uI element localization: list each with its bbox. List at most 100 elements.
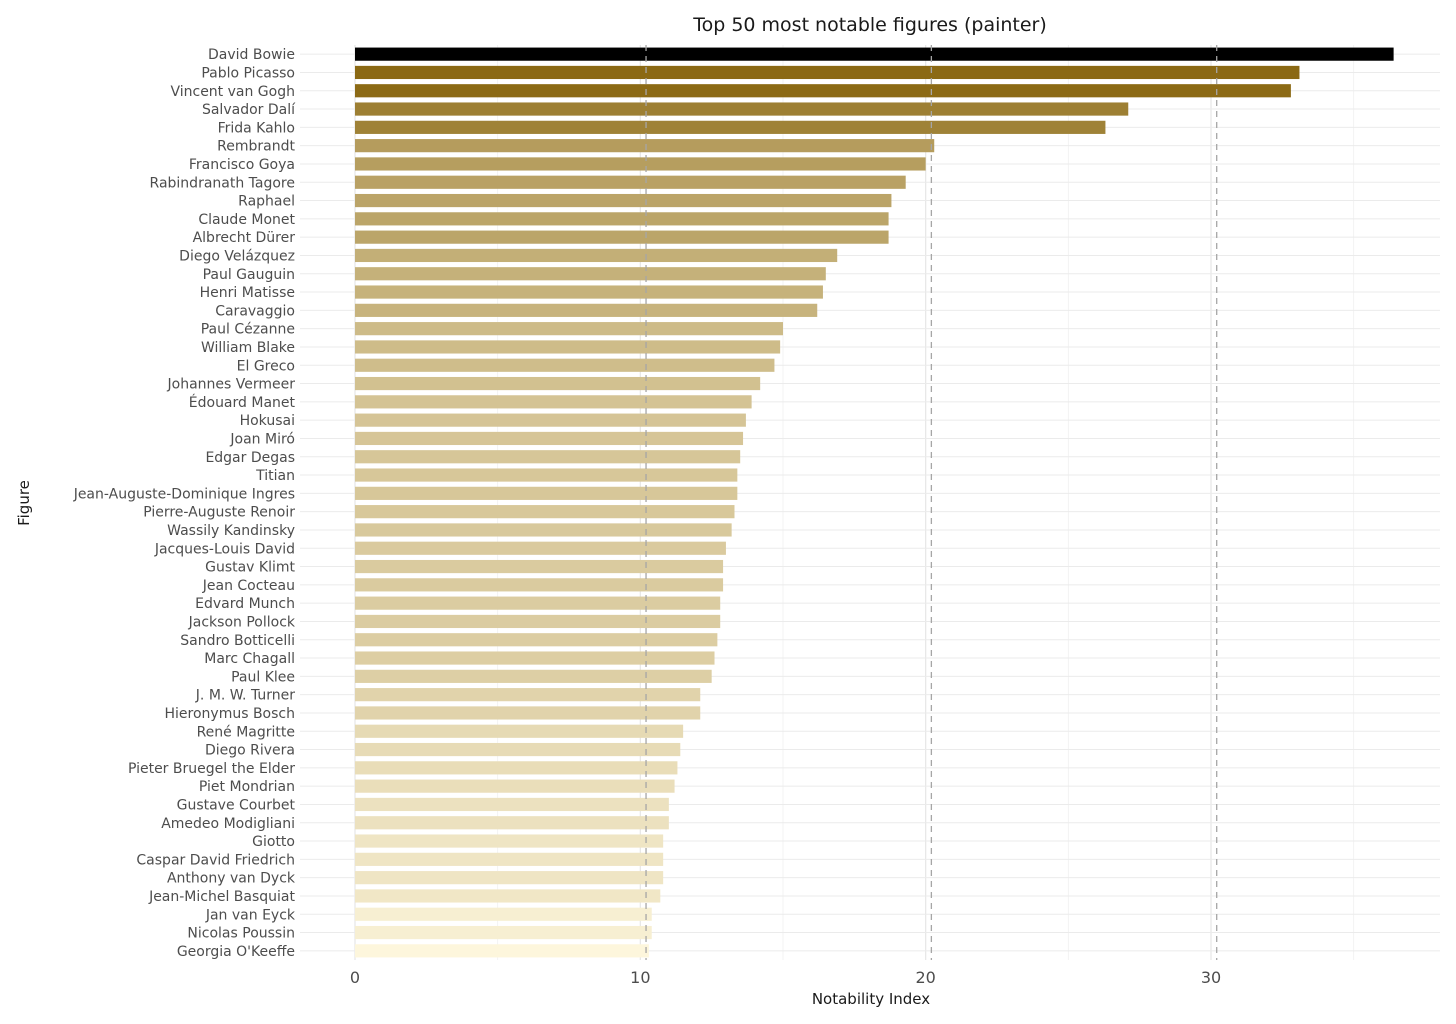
y-tick-label: Gustav Klimt — [205, 560, 295, 576]
bar — [355, 248, 838, 263]
y-tick-label: Vincent van Gogh — [170, 84, 295, 100]
bar — [355, 486, 738, 500]
bar — [355, 322, 783, 336]
bar — [355, 742, 681, 757]
y-tick-label: Marc Chagall — [204, 651, 295, 667]
bar — [355, 834, 664, 848]
bar — [355, 523, 732, 537]
y-tick-label: Piet Mondrian — [199, 779, 295, 795]
x-tick-label: 20 — [915, 968, 935, 987]
bar — [355, 761, 678, 775]
reference-lines-layer — [645, 45, 1218, 960]
bar — [355, 84, 1291, 98]
y-tick-label: Diego Velázquez — [179, 248, 295, 264]
bars-layer — [355, 47, 1394, 958]
y-tick-label: Claude Monet — [198, 212, 295, 228]
y-tick-label: Albrecht Dürer — [193, 230, 296, 246]
y-tick-label: Pieter Bruegel the Elder — [128, 761, 295, 777]
y-tick-label: Gustave Courbet — [177, 797, 296, 813]
bar — [355, 450, 741, 464]
bar — [355, 925, 652, 940]
y-tick-label: Hieronymus Bosch — [165, 706, 296, 722]
bar — [355, 285, 823, 299]
y-tick-label: Jacques-Louis David — [154, 541, 295, 557]
y-tick-labels: David Bowie Pablo Picasso Vincent van Gogh… — [73, 47, 296, 960]
y-tick-label: Henri Matisse — [200, 285, 295, 301]
y-tick-label: Paul Cézanne — [201, 322, 295, 338]
y-tick-label: Giotto — [252, 834, 295, 850]
y-tick-label: Sandro Botticelli — [180, 633, 295, 649]
bar — [355, 395, 752, 409]
y-tick-label: Édouard Manet — [189, 394, 296, 411]
y-tick-label: Jean-Michel Basquiat — [148, 889, 295, 905]
bar — [355, 340, 781, 354]
bar — [355, 706, 701, 720]
bar — [355, 651, 715, 665]
bar — [355, 468, 738, 482]
y-tick-label: Johannes Vermeer — [167, 377, 296, 393]
bar — [355, 65, 1300, 80]
x-axis-label: Notability Index — [812, 990, 930, 1008]
bar — [355, 944, 649, 958]
y-tick-label: Paul Gauguin — [203, 267, 295, 283]
y-tick-label: Joan Miró — [229, 431, 295, 447]
y-tick-label: Wassily Kandinsky — [167, 523, 295, 539]
y-tick-label: Anthony van Dyck — [167, 871, 296, 887]
bar — [355, 852, 664, 866]
y-tick-label: Paul Klee — [231, 669, 295, 685]
y-tick-label: René Magritte — [197, 724, 295, 740]
bar — [355, 871, 664, 885]
bar — [355, 614, 721, 629]
bar — [355, 212, 889, 226]
bar — [355, 358, 775, 372]
bar — [355, 505, 735, 519]
y-tick-label: J. M. W. Turner — [195, 688, 295, 704]
y-tick-label: Amedeo Modigliani — [161, 816, 295, 832]
bar — [355, 596, 721, 610]
y-tick-label: Nicolas Poussin — [187, 926, 295, 942]
bar — [355, 267, 826, 281]
x-tick-label: 30 — [1201, 968, 1221, 987]
y-tick-label: Jackson Pollock — [188, 614, 296, 630]
y-tick-label: Caspar David Friedrich — [136, 852, 295, 868]
bar — [355, 541, 726, 555]
x-tick-labels: 0 10 20 30 — [350, 968, 1221, 987]
y-tick-label: Caravaggio — [215, 303, 295, 319]
bar — [355, 102, 1129, 116]
y-tick-label: Jean Cocteau — [202, 578, 295, 594]
y-tick-label: Diego Rivera — [205, 743, 295, 759]
bar — [355, 889, 661, 903]
bar — [355, 816, 669, 830]
y-tick-label: Francisco Goya — [189, 157, 295, 173]
x-tick-label: 10 — [630, 968, 650, 987]
y-tick-label: Edgar Degas — [205, 450, 295, 466]
y-tick-label: Frida Kahlo — [218, 120, 295, 136]
bar — [355, 230, 889, 244]
y-tick-label: William Blake — [201, 340, 295, 356]
y-tick-label: Salvador Dalí — [202, 102, 296, 118]
y-tick-label: Jan van Eyck — [205, 907, 296, 923]
bar — [355, 431, 744, 446]
bar — [355, 724, 684, 738]
bar — [355, 193, 892, 208]
x-tick-label: 0 — [350, 968, 360, 987]
y-tick-label: Jean-Auguste-Dominique Ingres — [73, 486, 295, 502]
bar — [355, 797, 669, 812]
bar — [355, 688, 701, 702]
bar — [355, 907, 652, 921]
y-tick-label: Georgia O'Keeffe — [177, 944, 295, 960]
y-tick-label: Titian — [255, 468, 295, 484]
y-tick-label: Hokusai — [240, 413, 295, 429]
bar — [355, 559, 724, 574]
y-tick-label: Pablo Picasso — [201, 65, 295, 81]
bar — [355, 376, 761, 391]
bar — [355, 157, 926, 171]
bar — [355, 175, 906, 189]
bar — [355, 578, 724, 592]
bar — [355, 669, 712, 683]
chart-title: Top 50 most notable figures (painter) — [692, 14, 1047, 36]
y-tick-label: Edvard Munch — [195, 596, 295, 612]
bar — [355, 120, 1106, 134]
bar — [355, 633, 718, 647]
